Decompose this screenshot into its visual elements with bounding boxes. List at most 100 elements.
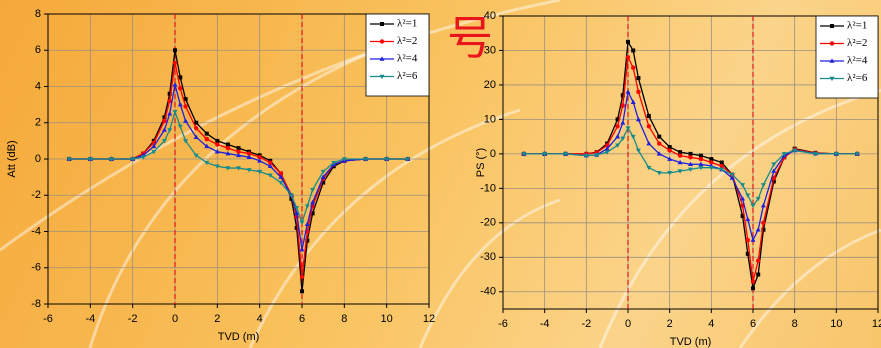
data-point bbox=[756, 272, 761, 277]
x-tick-label: 8 bbox=[792, 318, 798, 330]
data-point bbox=[750, 203, 756, 209]
data-point bbox=[631, 65, 636, 70]
data-point bbox=[698, 153, 703, 158]
data-point bbox=[583, 153, 589, 159]
data-point bbox=[636, 76, 641, 81]
x-tick-label: 8 bbox=[341, 313, 347, 325]
data-point bbox=[267, 163, 273, 169]
data-point bbox=[771, 168, 777, 173]
data-point bbox=[688, 161, 693, 167]
data-point bbox=[698, 165, 704, 171]
legend-box bbox=[815, 15, 879, 99]
data-point bbox=[151, 149, 157, 155]
y-tick-label: -30 bbox=[480, 251, 496, 263]
legend-label: λ²=2 bbox=[397, 35, 417, 47]
data-point bbox=[636, 89, 641, 95]
data-point bbox=[321, 180, 326, 185]
data-point bbox=[177, 124, 183, 129]
data-point bbox=[833, 152, 839, 157]
data-point bbox=[677, 153, 683, 158]
data-point bbox=[183, 97, 188, 102]
x-tick-label: 2 bbox=[667, 318, 673, 330]
data-point bbox=[635, 116, 641, 122]
legend-label: λ²=4 bbox=[847, 55, 868, 67]
data-point bbox=[745, 193, 751, 198]
data-point bbox=[646, 140, 652, 146]
data-point bbox=[294, 206, 300, 211]
data-point bbox=[177, 102, 183, 107]
y-axis-title: PS (°) bbox=[475, 148, 487, 177]
data-point bbox=[161, 127, 167, 132]
data-point bbox=[615, 124, 620, 129]
data-point bbox=[729, 175, 735, 180]
legend-marker bbox=[830, 24, 834, 28]
y-tick-label: -2 bbox=[31, 189, 41, 201]
x-tick-label: -6 bbox=[498, 318, 508, 330]
data-point bbox=[635, 148, 641, 154]
data-point bbox=[310, 188, 316, 193]
data-point bbox=[708, 165, 714, 171]
data-point bbox=[625, 55, 631, 60]
data-point bbox=[257, 158, 263, 163]
data-point bbox=[167, 91, 172, 96]
data-point bbox=[167, 98, 172, 104]
data-point bbox=[677, 159, 683, 165]
data-point bbox=[310, 211, 315, 216]
x-tick-label: 2 bbox=[214, 313, 220, 325]
data-point bbox=[257, 169, 263, 175]
data-point bbox=[214, 164, 220, 169]
data-point bbox=[745, 251, 750, 256]
data-point bbox=[542, 152, 548, 157]
data-point bbox=[257, 154, 262, 160]
x-tick-label: 4 bbox=[708, 318, 714, 330]
data-point bbox=[151, 143, 157, 149]
legend-label: λ²=1 bbox=[397, 18, 417, 30]
data-point bbox=[299, 220, 305, 226]
data-point bbox=[771, 162, 777, 167]
y-tick-label: -10 bbox=[480, 182, 496, 194]
data-point bbox=[563, 152, 568, 157]
y-tick-label: 20 bbox=[484, 79, 496, 91]
data-point bbox=[299, 274, 305, 280]
plot-frame bbox=[47, 13, 430, 305]
data-point bbox=[709, 160, 714, 165]
data-point bbox=[667, 171, 673, 176]
overlay-character: 号 bbox=[447, 11, 493, 65]
y-tick-label: 6 bbox=[35, 44, 41, 56]
series-line bbox=[523, 126, 858, 207]
data-point bbox=[688, 167, 693, 172]
data-point bbox=[729, 172, 735, 178]
data-point bbox=[745, 216, 751, 222]
data-point bbox=[625, 89, 631, 94]
data-point bbox=[677, 169, 683, 174]
data-point bbox=[204, 160, 210, 166]
data-point bbox=[236, 152, 241, 158]
x-tick-label: 6 bbox=[299, 313, 305, 325]
legend-marker bbox=[379, 39, 385, 44]
x-tick-label: 0 bbox=[172, 313, 178, 325]
data-point bbox=[204, 136, 209, 142]
y-tick-label: 8 bbox=[35, 8, 41, 20]
data-point bbox=[225, 166, 231, 171]
x-axis-title: TVD (m) bbox=[670, 336, 712, 348]
data-point bbox=[760, 202, 766, 208]
plot-frame bbox=[502, 15, 879, 310]
data-point bbox=[167, 111, 173, 116]
data-point bbox=[66, 157, 72, 162]
data-point bbox=[740, 183, 746, 188]
data-point bbox=[173, 48, 177, 53]
data-point bbox=[405, 157, 411, 162]
x-tick-label: 10 bbox=[830, 318, 842, 330]
data-point bbox=[615, 117, 620, 122]
x-tick-label: 6 bbox=[750, 318, 756, 330]
y-tick-label: -6 bbox=[31, 262, 41, 274]
data-point bbox=[246, 168, 252, 173]
data-point bbox=[204, 143, 210, 149]
data-point bbox=[620, 136, 626, 141]
data-point bbox=[278, 174, 284, 179]
data-point bbox=[656, 151, 662, 156]
data-point bbox=[657, 134, 662, 139]
data-point bbox=[751, 286, 755, 291]
data-point bbox=[620, 103, 625, 108]
